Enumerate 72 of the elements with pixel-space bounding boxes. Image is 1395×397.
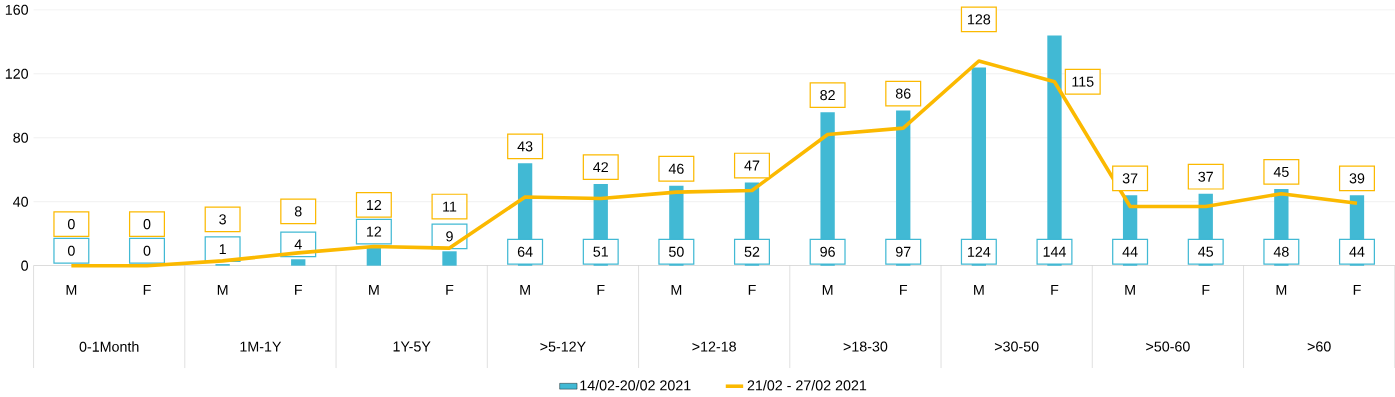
data-label: 37 bbox=[1198, 171, 1213, 182]
data-label: 11 bbox=[443, 201, 457, 212]
data-label: 52 bbox=[744, 246, 760, 258]
y-tick-label: 120 bbox=[5, 68, 29, 80]
text: 0-1Month bbox=[79, 341, 139, 352]
text: >60 bbox=[1307, 341, 1331, 352]
data-label: 9 bbox=[446, 231, 453, 242]
data-label: 46 bbox=[668, 163, 684, 175]
data-label: 44 bbox=[1122, 247, 1138, 257]
data-label: 86 bbox=[895, 88, 911, 99]
x-tick-label: M bbox=[671, 285, 682, 296]
legend-label: 14/02-20/02 2021 bbox=[580, 380, 691, 391]
x-tick-label: F bbox=[1051, 285, 1059, 296]
text: >50-60 bbox=[1146, 341, 1190, 352]
x-tick-label: M bbox=[66, 285, 77, 296]
x-tick-label: F bbox=[295, 285, 303, 296]
x-tick-label: F bbox=[1202, 285, 1210, 296]
y-tick-label: 0 bbox=[21, 260, 29, 271]
data-label: 39 bbox=[1349, 173, 1365, 184]
text: >12-18 bbox=[692, 341, 736, 352]
x-tick-label: M bbox=[974, 285, 984, 296]
x-tick-label: F bbox=[748, 285, 756, 296]
x-tick-label: F bbox=[900, 285, 908, 296]
data-label: 12 bbox=[367, 200, 382, 211]
data-label: 1 bbox=[219, 244, 226, 255]
data-label: 4 bbox=[294, 239, 302, 250]
data-label: 44 bbox=[1349, 247, 1365, 257]
bar bbox=[442, 251, 457, 266]
x-tick-label: F bbox=[1353, 285, 1361, 296]
data-label: 37 bbox=[1122, 173, 1138, 184]
x-tick-label: M bbox=[1276, 285, 1287, 296]
data-label: 45 bbox=[1273, 167, 1289, 178]
data-label: 43 bbox=[517, 141, 533, 152]
data-label: 144 bbox=[1043, 247, 1066, 257]
data-label: 128 bbox=[968, 14, 991, 25]
x-tick-label: M bbox=[217, 285, 228, 296]
data-label: 82 bbox=[820, 90, 835, 101]
data-label: 3 bbox=[219, 214, 226, 225]
data-label: 97 bbox=[895, 246, 911, 258]
x-tick-label: M bbox=[1125, 285, 1135, 296]
x-tick-label: M bbox=[369, 285, 379, 296]
x-tick-label: M bbox=[520, 285, 530, 296]
data-label: 12 bbox=[367, 226, 382, 237]
data-label: 124 bbox=[968, 246, 991, 257]
data-label: 51 bbox=[593, 247, 608, 257]
bar bbox=[291, 259, 306, 266]
text: >5-12Y bbox=[540, 341, 586, 352]
data-label: 115 bbox=[1072, 77, 1094, 87]
data-label: 0 bbox=[67, 219, 75, 230]
data-label: 8 bbox=[294, 206, 302, 217]
x-tick-label: F bbox=[143, 285, 151, 296]
text: >18-30 bbox=[843, 341, 888, 352]
y-tick-label: 40 bbox=[13, 196, 29, 207]
y-tick-label: 160 bbox=[5, 4, 29, 16]
data-label: 48 bbox=[1273, 246, 1289, 258]
data-label: 0 bbox=[143, 245, 151, 257]
x-tick-label: F bbox=[446, 285, 454, 296]
data-label: 64 bbox=[517, 246, 533, 258]
text: 1Y-5Y bbox=[393, 341, 431, 352]
legend-label: 21/02 - 27/02 2021 bbox=[747, 380, 867, 391]
data-label: 96 bbox=[820, 246, 835, 258]
text: 1M-1Y bbox=[240, 341, 282, 352]
x-tick-label: M bbox=[822, 285, 833, 296]
text: >30-50 bbox=[994, 341, 1039, 352]
y-tick-label: 80 bbox=[13, 132, 29, 144]
data-label: 47 bbox=[744, 160, 760, 171]
x-tick-label: F bbox=[597, 285, 605, 296]
data-label: 45 bbox=[1198, 247, 1214, 257]
data-label: 42 bbox=[593, 162, 608, 173]
data-label: 50 bbox=[669, 246, 684, 258]
data-label: 0 bbox=[143, 219, 151, 230]
data-label: 0 bbox=[67, 245, 75, 257]
